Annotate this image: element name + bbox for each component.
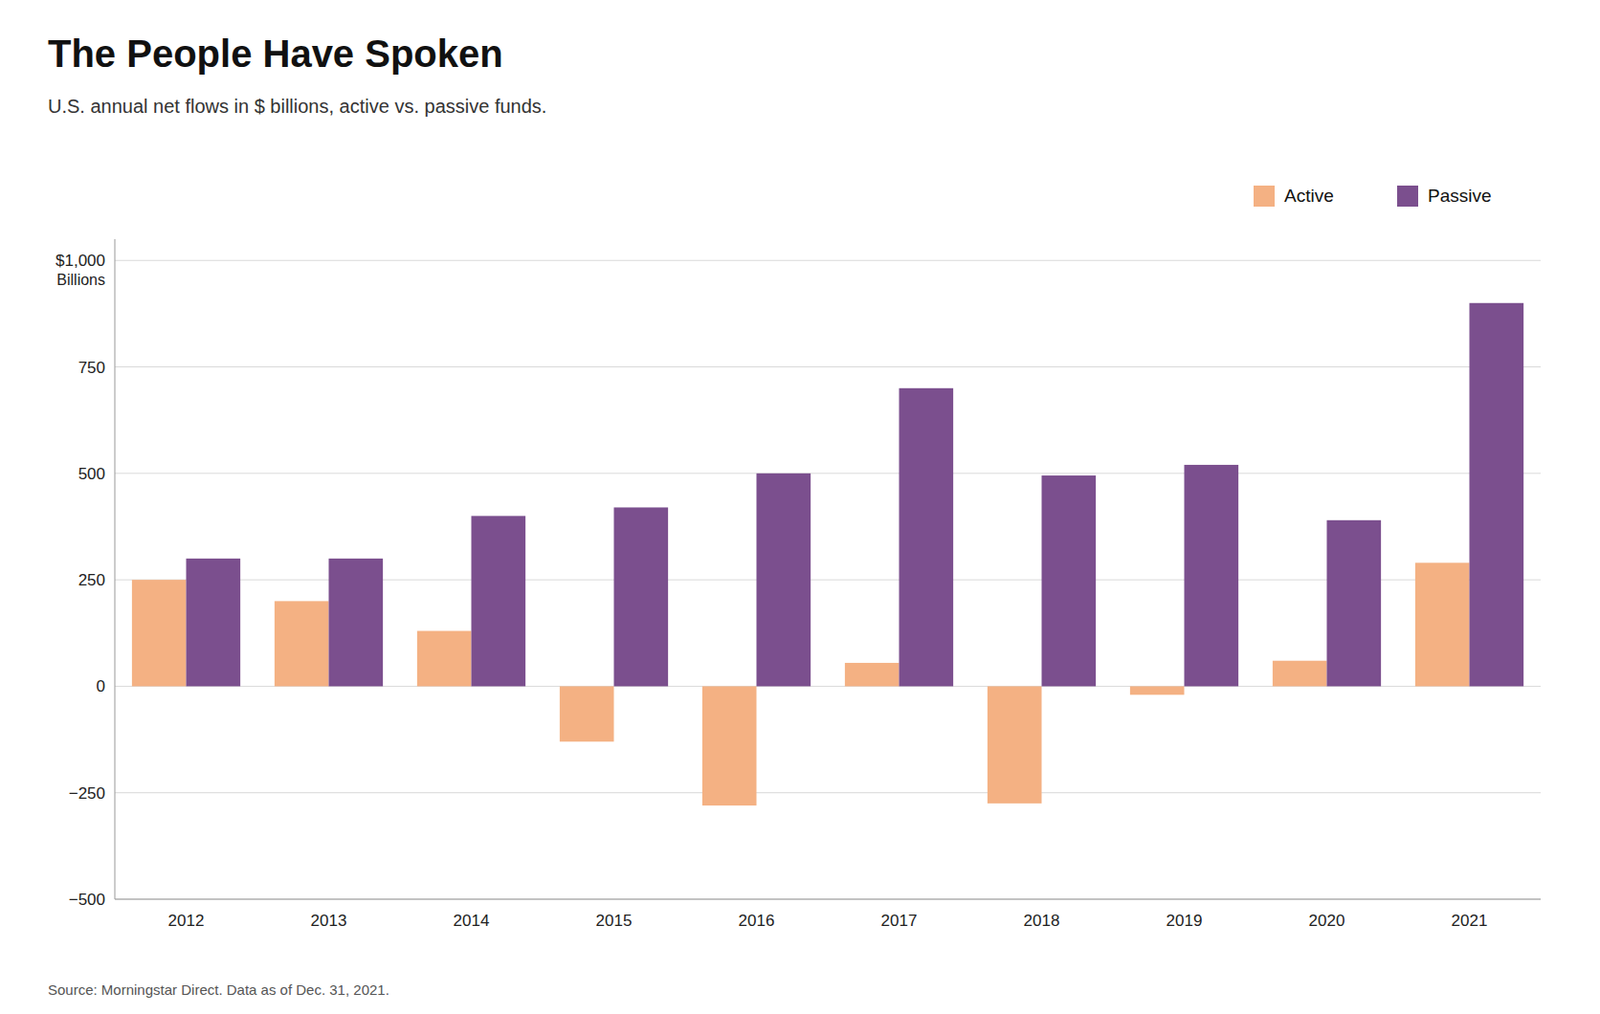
bar — [274, 600, 330, 687]
y-axis-label: Billions — [56, 271, 106, 289]
y-tick-label: 0 — [96, 677, 106, 696]
bar — [559, 686, 615, 742]
bar — [329, 558, 384, 688]
x-tick-label: 2012 — [168, 911, 205, 931]
bar — [844, 663, 900, 687]
x-tick-label: 2017 — [881, 911, 918, 931]
bar — [132, 579, 187, 687]
bar — [1327, 520, 1382, 688]
x-tick-label: 2016 — [738, 911, 776, 931]
legend: Active Passive — [1253, 185, 1492, 207]
bar — [1272, 661, 1328, 688]
grid-line — [114, 260, 1541, 262]
x-tick-label: 2018 — [1023, 911, 1061, 931]
y-tick-label: 750 — [78, 358, 106, 378]
bar — [471, 515, 527, 687]
x-tick-label: 2015 — [596, 911, 633, 931]
grid-line — [114, 792, 1541, 794]
x-axis: 2012 2013 2014 2015 2016 2017 2018 2019 2020 2021 — [168, 911, 1489, 931]
source: Source: Morningstar Direct. Data as of D… — [47, 981, 390, 999]
y-tick-label: 500 — [78, 465, 106, 484]
bar — [1469, 303, 1525, 688]
x-tick-label: 2021 — [1451, 911, 1489, 931]
x-axis-line — [114, 899, 1541, 901]
bar — [1415, 562, 1470, 687]
x-tick-label: 2020 — [1309, 911, 1346, 931]
grid-line — [114, 472, 1541, 474]
y-tick-label: 250 — [78, 571, 106, 590]
y-tick-label: −250 — [68, 784, 106, 803]
bar — [417, 631, 472, 688]
legend-label: Passive — [1427, 185, 1492, 206]
bar — [186, 558, 242, 688]
bar — [756, 473, 812, 688]
legend-swatch — [1397, 185, 1419, 207]
legend-label: Active — [1284, 185, 1334, 206]
bar — [1184, 465, 1240, 687]
title: The People Have Spoken — [47, 32, 504, 75]
bar — [987, 686, 1043, 803]
chart-svg: The People Have Spoken U.S. annual net fl… — [0, 0, 1600, 1014]
y-tick-label: $1,000 — [55, 251, 106, 270]
bars — [132, 303, 1524, 806]
y-tick-label: −500 — [68, 890, 106, 910]
bar — [1130, 686, 1185, 695]
background — [0, 0, 1600, 1014]
grid-line — [114, 899, 1541, 901]
x-tick-label: 2013 — [311, 911, 348, 931]
bar — [1042, 475, 1097, 687]
x-tick-label: 2014 — [453, 911, 490, 931]
x-tick-label: 2019 — [1166, 911, 1203, 931]
chart-container: The People Have Spoken U.S. annual net fl… — [0, 0, 1600, 1014]
subtitle: U.S. annual net flows in $ billions, act… — [47, 95, 547, 117]
bar — [702, 686, 757, 806]
grid-line — [114, 366, 1541, 368]
bar — [899, 388, 955, 688]
bar — [614, 507, 669, 687]
y-axis-line — [114, 239, 116, 900]
legend-swatch — [1253, 185, 1275, 207]
y-axis: −500 −250 0 250 500 750 $1,000Billions — [55, 251, 1541, 910]
